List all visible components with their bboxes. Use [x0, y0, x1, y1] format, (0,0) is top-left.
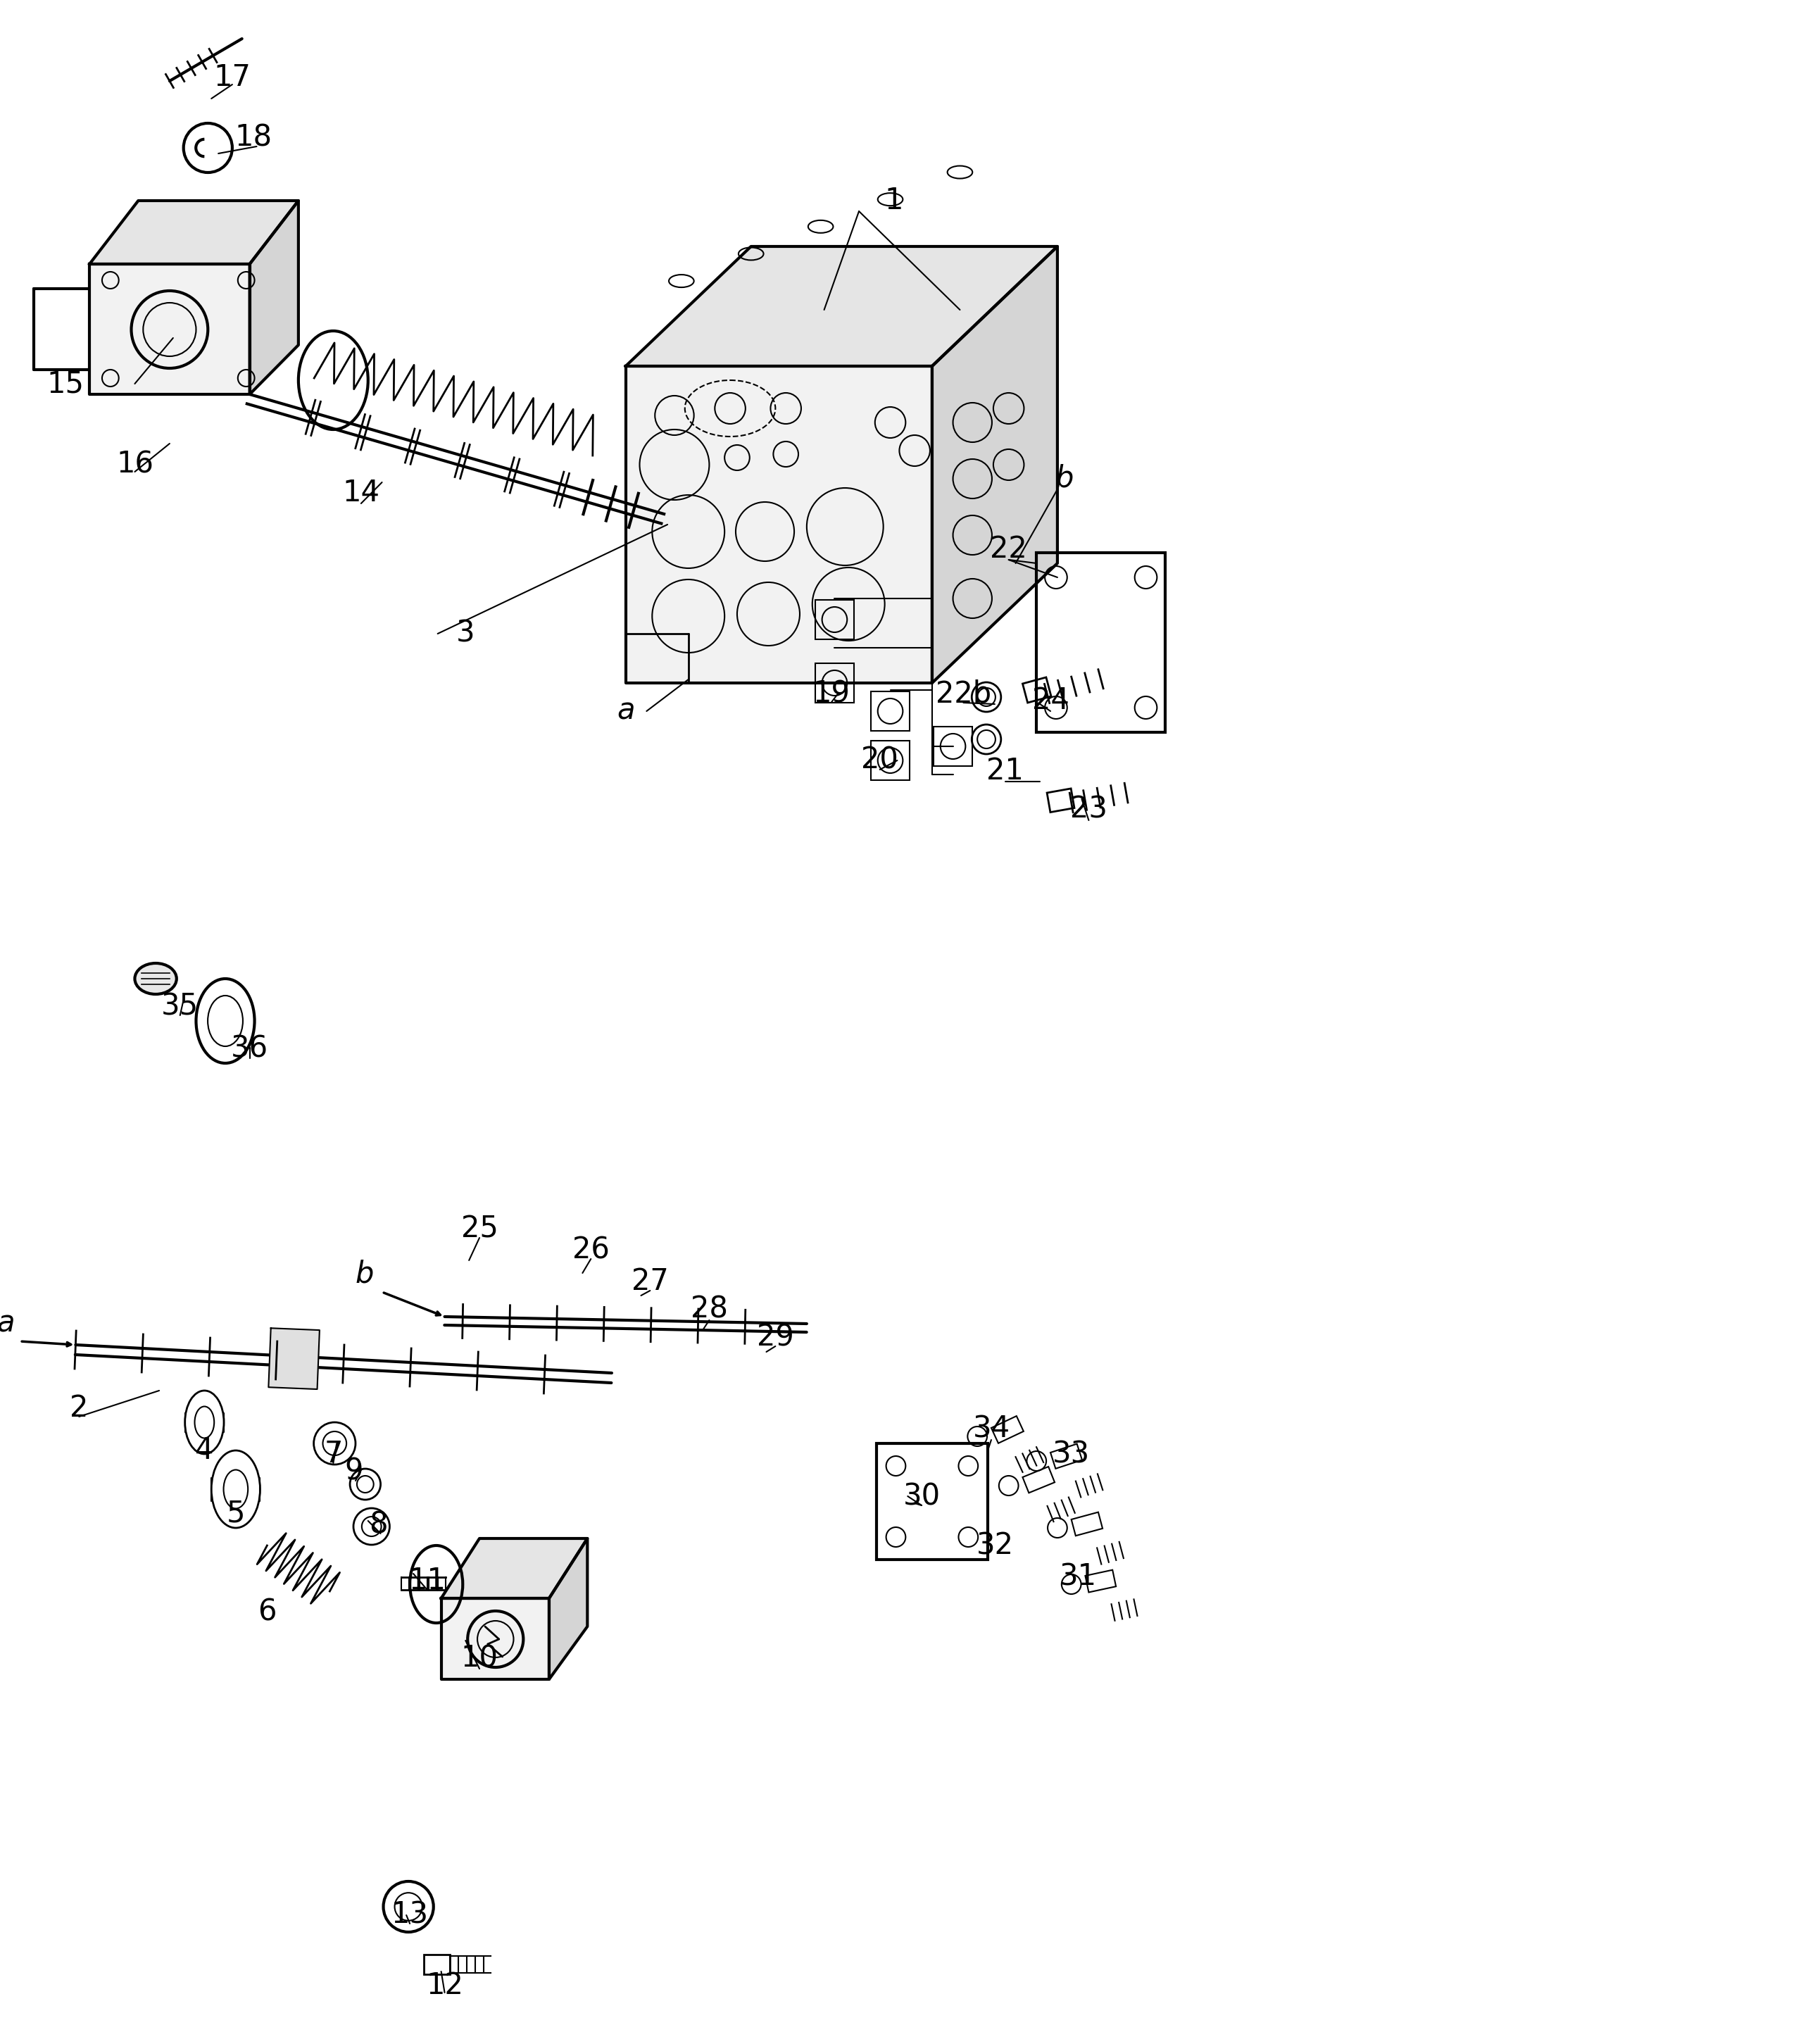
Text: 12: 12 [427, 1970, 463, 2001]
Bar [933, 726, 973, 766]
Polygon shape [626, 247, 1058, 366]
Polygon shape [250, 200, 298, 394]
Text: 21: 21 [987, 756, 1024, 785]
Ellipse shape [134, 963, 176, 993]
Bar [991, 1416, 1024, 1443]
Text: a: a [0, 1308, 15, 1339]
Text: 3: 3 [456, 619, 476, 648]
Text: 16: 16 [116, 450, 154, 480]
Text: 14: 14 [343, 478, 379, 507]
Text: 32: 32 [976, 1531, 1013, 1560]
Text: 36: 36 [231, 1034, 269, 1063]
Polygon shape [933, 247, 1058, 683]
Text: 25: 25 [461, 1214, 497, 1243]
Bar [1022, 1468, 1055, 1492]
Text: 13: 13 [390, 1901, 428, 1930]
Polygon shape [441, 1539, 588, 1598]
Bar [1036, 552, 1165, 732]
Text: 19: 19 [813, 679, 849, 709]
Polygon shape [550, 1539, 588, 1680]
Text: 23: 23 [1071, 795, 1107, 824]
Text: a: a [617, 697, 635, 726]
Text: 28: 28 [690, 1294, 728, 1325]
Text: b: b [356, 1259, 374, 1290]
Bar [815, 599, 855, 640]
Text: 2: 2 [69, 1394, 89, 1423]
Text: 33: 33 [1053, 1439, 1091, 1470]
Bar [1071, 1513, 1102, 1535]
Polygon shape [441, 1598, 550, 1680]
Text: 31: 31 [1060, 1562, 1096, 1592]
Text: b: b [1055, 464, 1074, 493]
Text: 22: 22 [991, 533, 1027, 564]
Polygon shape [269, 1329, 319, 1390]
Text: 8: 8 [368, 1511, 388, 1539]
Text: 10: 10 [461, 1643, 497, 1672]
Text: 4: 4 [194, 1435, 214, 1466]
Text: 34: 34 [973, 1414, 1009, 1445]
Polygon shape [89, 200, 298, 264]
Bar [1022, 677, 1051, 703]
Text: 29: 29 [757, 1322, 793, 1353]
Text: 9: 9 [345, 1457, 363, 1486]
Text: 20: 20 [862, 746, 898, 775]
Bar [1051, 1443, 1082, 1470]
Bar [815, 662, 855, 703]
Text: 35: 35 [162, 991, 200, 1022]
Text: 6: 6 [258, 1598, 276, 1627]
Text: 11: 11 [408, 1566, 446, 1596]
Text: 15: 15 [47, 370, 83, 399]
Bar [1085, 1570, 1116, 1592]
Bar [423, 1954, 450, 1975]
Text: 22b: 22b [935, 679, 991, 709]
Text: 5: 5 [227, 1498, 245, 1529]
Text: 17: 17 [214, 63, 250, 92]
Bar [877, 1443, 987, 1560]
Bar [871, 740, 909, 781]
Text: 26: 26 [572, 1235, 610, 1265]
Bar [871, 691, 909, 732]
Text: 1: 1 [884, 186, 904, 215]
Text: 7: 7 [323, 1439, 343, 1470]
Text: 24: 24 [1033, 687, 1069, 715]
Text: 27: 27 [632, 1267, 668, 1296]
Polygon shape [626, 366, 933, 683]
Text: 18: 18 [234, 123, 272, 151]
Bar [1047, 789, 1074, 811]
Polygon shape [89, 264, 250, 394]
Text: 30: 30 [902, 1482, 940, 1511]
